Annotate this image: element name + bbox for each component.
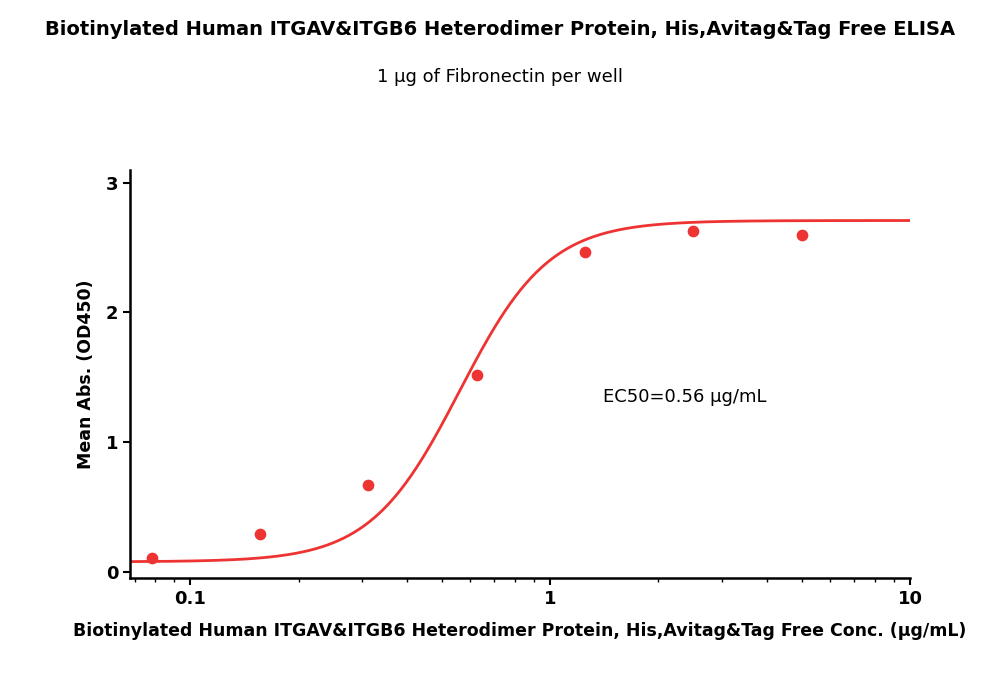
Point (685, 226, 701, 237)
Text: Biotinylated Human ITGAV&ITGB6 Heterodimer Protein, His,Avitag&Tag Free ELISA: Biotinylated Human ITGAV&ITGB6 Heterodim… (45, 20, 955, 39)
Point (252, 528, 268, 539)
Point (469, 369, 485, 380)
Y-axis label: Mean Abs. (OD450): Mean Abs. (OD450) (77, 279, 95, 469)
Point (794, 229, 810, 240)
Point (144, 552, 160, 563)
Text: EC50=0.56 μg/mL: EC50=0.56 μg/mL (603, 388, 766, 406)
Text: 1 μg of Fibronectin per well: 1 μg of Fibronectin per well (377, 68, 623, 86)
Point (360, 479, 376, 490)
Point (577, 246, 593, 257)
X-axis label: Biotinylated Human ITGAV&ITGB6 Heterodimer Protein, His,Avitag&Tag Free Conc. (μ: Biotinylated Human ITGAV&ITGB6 Heterodim… (73, 622, 967, 640)
